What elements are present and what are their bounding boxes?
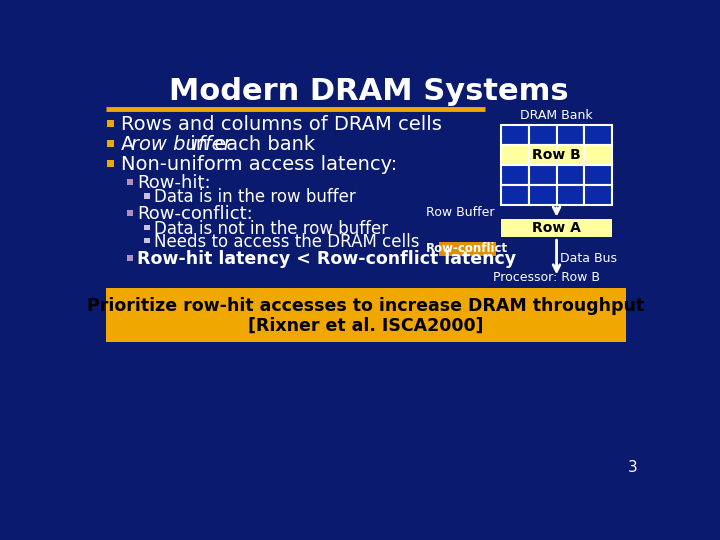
Bar <box>500 219 612 237</box>
Bar <box>585 145 612 165</box>
Text: Prioritize row-hit accesses to increase DRAM throughput: Prioritize row-hit accesses to increase … <box>87 297 644 315</box>
Bar <box>557 125 585 145</box>
Text: DRAM Bank: DRAM Bank <box>521 109 593 122</box>
Text: Row B: Row B <box>532 148 581 162</box>
Bar <box>144 238 150 244</box>
Text: Row A: Row A <box>532 221 581 235</box>
Bar <box>144 225 150 231</box>
Bar <box>500 145 528 165</box>
Bar <box>528 145 557 165</box>
Bar <box>144 193 150 199</box>
Bar <box>127 211 133 217</box>
Bar <box>585 165 612 185</box>
Text: Row Buffer: Row Buffer <box>426 206 495 219</box>
Bar <box>500 125 528 145</box>
Bar <box>528 125 557 145</box>
Bar <box>528 185 557 205</box>
Bar <box>127 179 133 185</box>
Bar <box>107 160 114 167</box>
Bar <box>106 288 626 342</box>
Bar <box>107 140 114 147</box>
Text: Row-conflict:: Row-conflict: <box>138 205 253 223</box>
Text: [Rixner et al. ISCA2000]: [Rixner et al. ISCA2000] <box>248 317 484 335</box>
Text: Rows and columns of DRAM cells: Rows and columns of DRAM cells <box>121 116 442 134</box>
Text: Needs to access the DRAM cells: Needs to access the DRAM cells <box>153 233 419 251</box>
Bar <box>557 165 585 185</box>
Bar <box>500 165 528 185</box>
Text: Data is in the row buffer: Data is in the row buffer <box>153 188 355 206</box>
Text: Processor: Row B: Processor: Row B <box>493 271 600 284</box>
Text: row buffer: row buffer <box>131 136 232 154</box>
Bar <box>107 120 114 127</box>
Text: Modern DRAM Systems: Modern DRAM Systems <box>169 77 569 106</box>
Bar <box>438 242 496 256</box>
Text: Data is not in the row buffer: Data is not in the row buffer <box>153 220 387 238</box>
Text: Row-hit latency < Row-conflict latency: Row-hit latency < Row-conflict latency <box>138 250 516 268</box>
Text: 3: 3 <box>628 460 637 475</box>
Bar <box>528 165 557 185</box>
Bar <box>557 185 585 205</box>
Text: Non-uniform access latency:: Non-uniform access latency: <box>121 156 397 174</box>
Bar <box>585 185 612 205</box>
Text: Row-hit:: Row-hit: <box>138 174 211 192</box>
Text: A: A <box>121 136 140 154</box>
Bar <box>127 255 133 261</box>
Text: in each bank: in each bank <box>184 136 315 154</box>
Text: Row-conflict: Row-conflict <box>426 242 508 255</box>
Text: Data Bus: Data Bus <box>560 252 618 265</box>
Bar <box>585 125 612 145</box>
Bar <box>500 185 528 205</box>
Bar <box>557 145 585 165</box>
